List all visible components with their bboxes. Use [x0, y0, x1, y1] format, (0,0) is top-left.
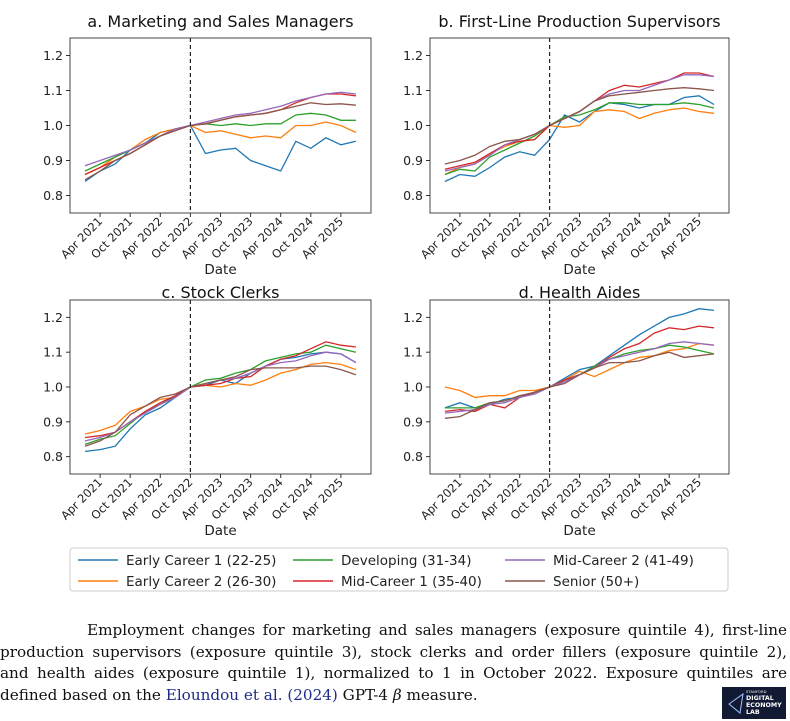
series-line-2 — [444, 102, 715, 176]
series-line-4 — [84, 91, 356, 167]
series-line-1 — [444, 107, 715, 176]
series-line-0 — [84, 124, 357, 183]
caption-line-3: and health aides (exposure quintile 1), … — [0, 664, 787, 682]
x-axis-label: Date — [563, 523, 595, 539]
series-line-2 — [84, 112, 356, 172]
series-line-1 — [84, 361, 357, 435]
series-line-3 — [84, 341, 356, 439]
series-line-5 — [84, 102, 356, 181]
y-tick-label: 1.0 — [403, 380, 423, 395]
caption-text: defined based on the — [0, 685, 166, 704]
legend-label: Developing (31-34) — [341, 553, 472, 569]
citation-link[interactable]: Eloundou et al. (2024) — [165, 685, 338, 704]
series-line-3 — [444, 72, 715, 170]
y-tick-label: 1.1 — [403, 345, 423, 360]
y-tick-label: 1.1 — [43, 345, 63, 360]
caption-text: GPT-4 — [337, 685, 393, 704]
x-axis-label: Date — [204, 523, 236, 539]
y-tick-label: 1.2 — [43, 48, 63, 63]
panel-title: a. Marketing and Sales Managers — [87, 12, 353, 31]
legend-label: Early Career 2 (26-30) — [126, 574, 276, 590]
legend-label: Mid-Career 2 (41-49) — [553, 553, 694, 569]
y-tick-label: 1.0 — [43, 380, 63, 395]
series-line-4 — [444, 341, 715, 414]
series-line-0 — [84, 351, 357, 453]
beta-symbol: β — [392, 685, 402, 704]
y-tick-label: 0.9 — [43, 414, 63, 429]
panel-title: d. Health Aides — [519, 283, 641, 302]
y-tick-label: 1.0 — [403, 118, 423, 133]
caption-line-1: Employment changes for marketing and sal… — [87, 621, 787, 639]
logo-small-text: STANFORD — [746, 690, 767, 694]
axes-frame — [429, 299, 730, 475]
y-tick-label: 0.8 — [403, 188, 423, 203]
y-tick-label: 0.9 — [43, 153, 63, 168]
caption-line-4: defined based on the Eloundou et al. (20… — [0, 685, 478, 707]
panel-title: b. First-Line Production Supervisors — [438, 12, 720, 31]
y-tick-label: 1.2 — [403, 48, 423, 63]
y-tick-label: 1.0 — [43, 118, 63, 133]
x-axis-label: Date — [563, 262, 595, 278]
caption-text: measure. — [401, 685, 478, 704]
x-axis-label: Date — [204, 262, 236, 278]
y-tick-label: 0.8 — [403, 449, 423, 464]
y-tick-label: 0.8 — [43, 188, 63, 203]
series-line-5 — [444, 351, 715, 419]
panel-a: a. Marketing and Sales Managers 0.8 0.9 1.0… — [43, 12, 372, 278]
y-tick-label: 1.1 — [43, 83, 63, 98]
series-line-3 — [444, 325, 715, 413]
y-tick-label: 1.2 — [403, 310, 423, 325]
y-tick-label: 0.9 — [403, 153, 423, 168]
series-line-5 — [84, 365, 357, 447]
legend-frame — [69, 547, 729, 592]
series-line-1 — [84, 121, 357, 176]
series-line-5 — [444, 87, 715, 165]
y-tick-label: 0.9 — [403, 414, 423, 429]
legend-label: Senior (50+) — [553, 574, 639, 590]
logo-text: DIGITAL — [746, 695, 774, 702]
caption-line-2: production supervisors (exposure quintil… — [0, 642, 787, 661]
series-line-2 — [444, 344, 715, 409]
series-line-3 — [84, 93, 356, 176]
y-tick-label: 0.8 — [43, 449, 63, 464]
series-line-1 — [444, 342, 715, 399]
series-line-0 — [444, 308, 715, 409]
series-line-2 — [84, 344, 357, 446]
legend-label: Mid-Career 1 (35-40) — [341, 574, 482, 590]
logo-text: LAB — [746, 709, 760, 716]
legend: Early Career 1 (22-25) Developing (31-34)… — [69, 547, 729, 592]
logo-mark-icon — [728, 692, 744, 714]
panel-title: c. Stock Clerks — [162, 283, 280, 302]
y-tick-label: 1.2 — [43, 310, 63, 325]
panel-b: b. First-Line Production Supervisors 0.8 0… — [403, 12, 730, 278]
y-tick-label: 1.1 — [403, 83, 423, 98]
legend-label: Early Career 1 (22-25) — [126, 553, 276, 569]
figure: a. Marketing and Sales Managers 0.8 0.9 1.0… — [43, 12, 730, 592]
logo-text: ECONOMY — [746, 702, 782, 709]
digital-economy-lab-logo: STANFORD DIGITAL ECONOMY LAB — [722, 687, 786, 719]
